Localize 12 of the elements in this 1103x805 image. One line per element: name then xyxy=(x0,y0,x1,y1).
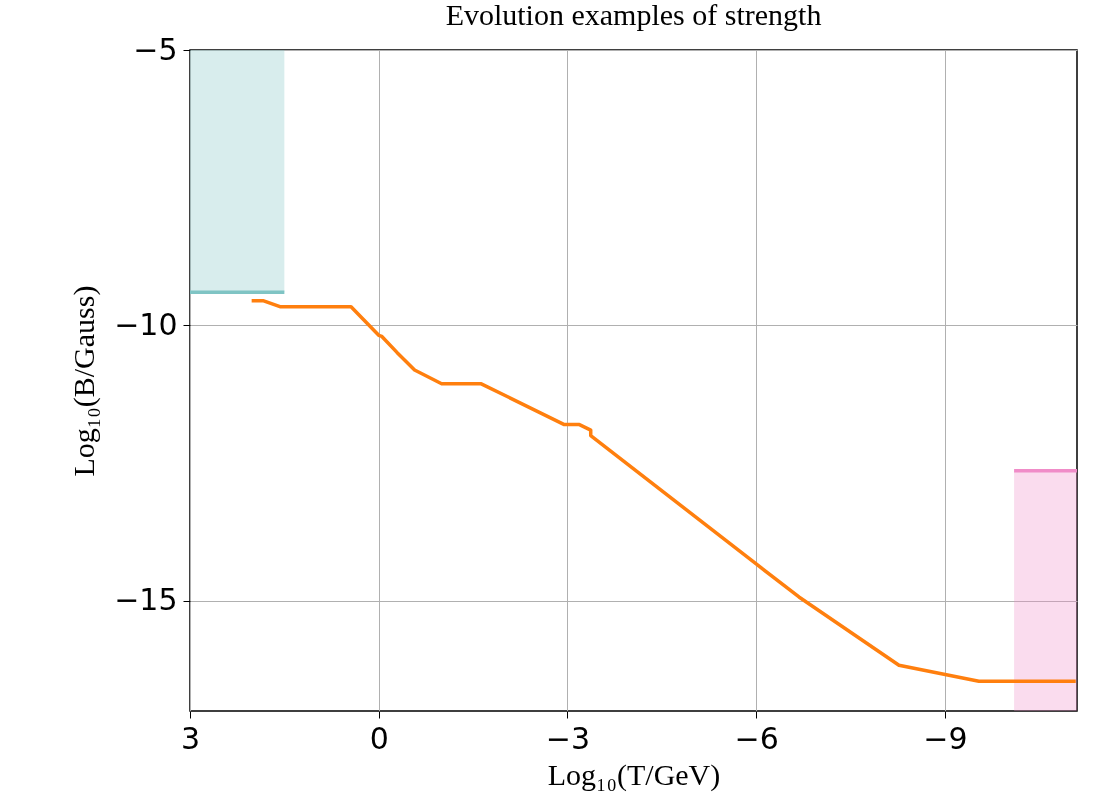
chart-title: Evolution examples of strength xyxy=(445,0,822,31)
y-tick-label: −5 xyxy=(133,31,178,67)
x-tick-label: −3 xyxy=(545,720,591,756)
line-series xyxy=(249,298,1077,684)
x-tick-label: −9 xyxy=(923,720,968,756)
y-axis-title: Log₁₀(B/Gauss) xyxy=(67,285,102,477)
y-tick-label: −10 xyxy=(114,306,178,342)
x-tick-label: −6 xyxy=(734,720,779,756)
y-tick-label: −15 xyxy=(114,582,178,618)
x-axis-title: Log₁₀(T/GeV) xyxy=(547,757,721,792)
x-tick-label: 3 xyxy=(180,720,201,756)
x-tick-label: 0 xyxy=(369,720,389,756)
